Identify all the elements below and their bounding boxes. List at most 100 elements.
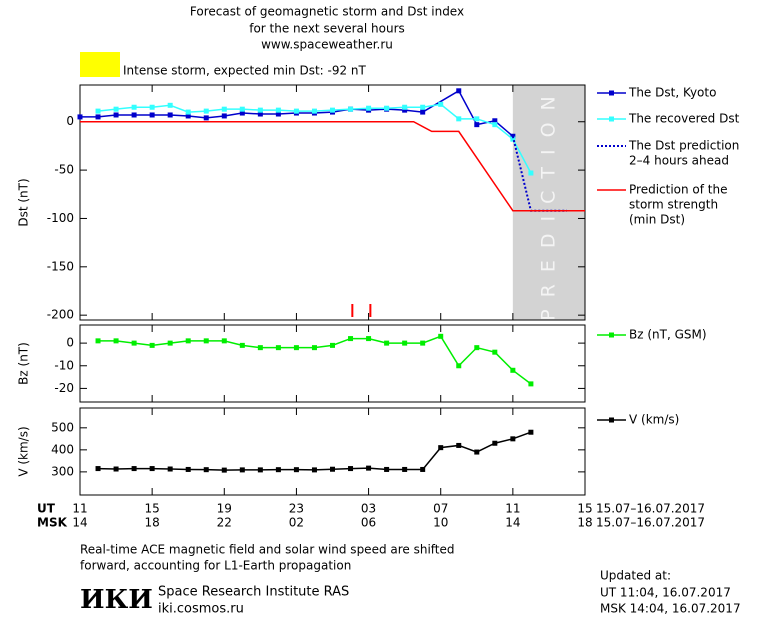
data-point	[492, 349, 498, 355]
url: iki.cosmos.ru	[158, 602, 244, 617]
data-point	[510, 136, 516, 142]
x-tick-label: 11	[505, 502, 520, 516]
data-point	[149, 104, 155, 110]
legend-label: (min Dst)	[629, 213, 685, 227]
data-point	[366, 105, 372, 111]
data-point	[221, 467, 227, 473]
note: forward, accounting for L1-Earth propaga…	[80, 559, 351, 573]
x-tick-label: 07	[433, 502, 448, 516]
data-point	[257, 467, 263, 473]
x2-tick-label: 06	[361, 516, 376, 530]
data-point	[221, 113, 227, 119]
date-range: 15.07–16.07.2017	[596, 516, 705, 530]
data-point	[113, 112, 119, 118]
y-tick-label: -200	[47, 308, 74, 322]
logo: ИКИ	[80, 585, 153, 615]
data-point	[492, 440, 498, 446]
data-point	[131, 112, 137, 118]
x2-axis-title: MSK	[37, 516, 68, 530]
legend-label: Prediction of the	[629, 183, 728, 197]
x2-tick-label: 18	[145, 516, 160, 530]
data-point	[185, 109, 191, 115]
data-point	[330, 107, 335, 113]
data-point	[528, 170, 534, 176]
x-tick-label: 03	[361, 502, 376, 516]
x-tick-label: 19	[217, 502, 232, 516]
data-point	[492, 118, 498, 124]
legend-label: 2–4 hours ahead	[629, 154, 729, 168]
legend-label: The Dst prediction	[628, 139, 739, 153]
data-point	[456, 363, 462, 369]
legend-marker	[609, 417, 614, 423]
x2-tick-label: 14	[72, 516, 87, 530]
data-point	[348, 106, 354, 112]
y-axis-label: Bz (nT)	[17, 342, 31, 385]
data-point	[438, 445, 444, 451]
x2-tick-label: 22	[217, 516, 232, 530]
legend-marker	[609, 116, 614, 122]
data-point	[77, 114, 83, 120]
data-point	[185, 338, 191, 344]
data-point	[293, 108, 299, 114]
y-axis-label: V (km/s)	[17, 426, 31, 476]
data-point	[402, 340, 408, 346]
data-point	[456, 88, 462, 94]
data-point	[330, 466, 335, 472]
data-point	[474, 122, 480, 128]
data-point	[113, 338, 119, 344]
updated: MSK 14:04, 16.07.2017	[600, 602, 741, 616]
y-tick-label: -50	[54, 163, 74, 177]
data-point	[510, 436, 516, 442]
data-point	[402, 104, 408, 110]
updated: UT 11:04, 16.07.2017	[600, 586, 731, 600]
x-tick-label: 23	[289, 502, 304, 516]
legend-marker	[609, 90, 614, 96]
x-axis-title: UT	[37, 502, 56, 516]
data-point	[366, 465, 372, 471]
plot-frame	[79, 84, 586, 321]
data-point	[510, 367, 516, 373]
data-point	[275, 107, 281, 113]
data-point	[203, 108, 209, 114]
prediction-zone	[512, 85, 585, 320]
data-point	[149, 112, 155, 118]
data-point	[311, 467, 317, 473]
institute: Space Research Institute RAS	[158, 585, 349, 600]
data-point	[167, 466, 173, 472]
x-tick-label: 15	[577, 502, 592, 516]
series-line	[80, 89, 514, 137]
data-point	[221, 338, 227, 344]
data-point	[438, 333, 444, 339]
plot-frame	[79, 324, 586, 403]
data-point	[239, 467, 245, 473]
legend-label: The recovered Dst	[628, 112, 740, 126]
data-point	[420, 466, 426, 472]
y-tick-label: -150	[47, 259, 74, 273]
legend-label: Bz (nT, GSM)	[629, 328, 707, 342]
date-range: 15.07–16.07.2017	[596, 502, 705, 516]
data-point	[402, 107, 408, 113]
x2-tick-label: 14	[505, 516, 520, 530]
note: Real-time ACE magnetic field and solar w…	[80, 543, 455, 557]
data-point	[113, 106, 119, 112]
x2-tick-label: 02	[289, 516, 304, 530]
data-point	[492, 122, 498, 128]
data-point	[185, 113, 191, 119]
data-point	[257, 345, 263, 351]
data-point	[275, 467, 281, 473]
data-point	[456, 442, 462, 448]
data-point	[438, 101, 444, 107]
y-tick-label: 0	[66, 336, 74, 350]
data-point	[239, 110, 245, 116]
alert-text: Intense storm, expected min Dst: -92 nT	[123, 64, 367, 78]
data-point	[384, 466, 390, 472]
data-point	[95, 114, 101, 120]
y-tick-label: 400	[51, 442, 74, 456]
y-tick-label: -20	[54, 381, 74, 395]
y-tick-label: 500	[51, 420, 74, 434]
data-point	[95, 338, 101, 344]
updated: Updated at:	[600, 569, 671, 583]
data-point	[131, 466, 137, 472]
data-point	[203, 338, 209, 344]
